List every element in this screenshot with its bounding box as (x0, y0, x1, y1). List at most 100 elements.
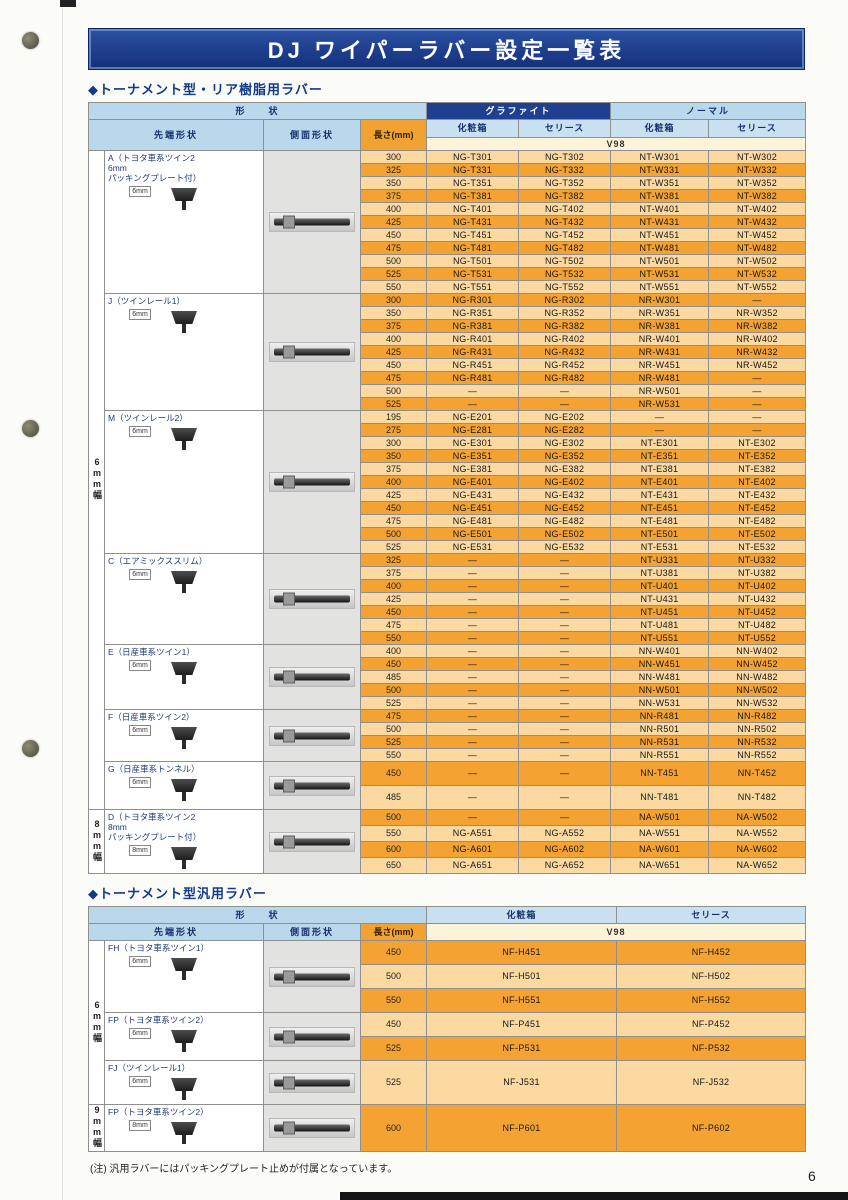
group-label: A（トヨタ車系ツイン2 6mm パッキングプレート付） (108, 153, 202, 183)
part-number-cell: NG-R432 (518, 345, 612, 359)
part-number-cell: NF-H552 (616, 988, 807, 1013)
part-number-cell: NT-E402 (708, 475, 807, 489)
table-row: 350 NG-E351 NG-E352 NT-E351 NT-E352 (89, 449, 807, 463)
header-row-1: 形 状 化粧箱 セリース (87, 906, 807, 924)
part-number-cell: NG-T401 (426, 202, 520, 216)
length-cell: 550 (359, 988, 428, 1013)
part-number-cell: NG-T302 (518, 150, 612, 164)
length-cell: 550 (359, 280, 428, 294)
part-number-cell: — (426, 657, 520, 671)
part-number-cell: NG-T332 (518, 163, 612, 177)
size-tag: 6mm (129, 426, 151, 437)
group-label: G（日産車系トンネル） (108, 764, 200, 774)
length-cell: 475 (359, 514, 428, 528)
side-shape-cell (263, 1012, 361, 1061)
part-number-cell: NG-E351 (426, 449, 520, 463)
table-row: 550 NF-H551 NF-H552 (89, 988, 807, 1013)
length-cell: 400 (359, 579, 428, 593)
side-shape-illustration (269, 775, 355, 796)
rubber-stem-icon (182, 740, 186, 749)
header-side-shape: 側面形状 (263, 119, 361, 151)
part-number-cell: — (518, 384, 612, 398)
rubber-tip-icon (171, 311, 197, 324)
rubber-profile-icon (274, 478, 350, 486)
part-number-cell: NT-U402 (708, 579, 807, 593)
length-cell: 525 (359, 696, 428, 710)
part-number-cell: NG-R401 (426, 332, 520, 346)
tip-shape-cell: G（日産車系トンネル） 6mm (104, 761, 264, 810)
part-number-cell: NT-U331 (610, 553, 710, 567)
part-number-cell: NT-W432 (708, 215, 807, 229)
part-number-cell: NG-A551 (426, 825, 520, 842)
tip-shape-illustration: 6mm (129, 777, 238, 803)
part-number-cell: NN-R531 (610, 735, 710, 749)
part-number-cell: NA-W501 (610, 809, 710, 826)
part-number-cell: NG-E201 (426, 410, 520, 424)
part-number-cell: NT-E381 (610, 462, 710, 476)
title-banner: DJ ワイパーラバー設定一覧表 (88, 28, 805, 70)
part-number-cell: NG-E501 (426, 527, 520, 541)
size-tag: 6mm (129, 569, 151, 580)
punch-hole (22, 740, 39, 757)
part-number-cell: NG-E452 (518, 501, 612, 515)
part-number-cell: NF-P451 (426, 1012, 618, 1037)
part-number-cell: — (426, 618, 520, 632)
rubber-stem-icon (182, 584, 186, 593)
part-number-cell: NN-T451 (610, 761, 710, 786)
paper-edge-line (62, 0, 63, 1200)
length-cell: 375 (359, 566, 428, 580)
part-number-cell: NG-A652 (518, 857, 612, 874)
table-row: G（日産車系トンネル） 6mm 450— — NN-T451 NN-T452 (89, 761, 807, 810)
rubber-tip-icon (171, 1030, 197, 1043)
length-cell: 400 (359, 644, 428, 658)
side-shape-cell (263, 410, 361, 554)
part-number-cell: — (426, 592, 520, 606)
part-number-cell: NN-W531 (610, 696, 710, 710)
rubber-clip-icon (283, 670, 296, 684)
scan-corner-mark (60, 0, 76, 7)
header-graphite: グラファイト (426, 102, 612, 120)
tip-shape-cell: FP（トヨタ車系ツイン2） 8mm (104, 1104, 264, 1152)
part-number-cell: — (518, 644, 612, 658)
rear-resin-rubber-table: 形 状 グラファイト ノーマル 先端形状 側面形状 長さ(mm) 化粧箱 セリー… (87, 102, 807, 874)
part-number-cell: NT-E451 (610, 501, 710, 515)
part-number-cell: NR-W531 (610, 397, 710, 411)
length-cell: 350 (359, 449, 428, 463)
table-row: 375 NG-R381 NG-R382 NR-W381 NR-W382 (89, 319, 807, 333)
length-cell: 500 (359, 809, 428, 826)
part-number-cell: NN-W401 (610, 644, 710, 658)
part-number-cell: NG-T501 (426, 254, 520, 268)
part-number-cell: NN-R501 (610, 722, 710, 736)
length-cell: 425 (359, 488, 428, 502)
part-number-cell: — (426, 809, 520, 826)
width-group-cell: 9mm幅 (88, 1104, 105, 1152)
length-cell: 350 (359, 176, 428, 190)
part-number-cell: NG-A602 (518, 841, 612, 858)
header-length: 長さ(mm) (359, 119, 428, 151)
rubber-tip-icon (171, 571, 197, 584)
table-row: 475— — NT-U481 NT-U482 (89, 618, 807, 632)
table-row: 375 NG-E381 NG-E382 NT-E381 NT-E382 (89, 462, 807, 476)
length-cell: 500 (359, 964, 428, 989)
part-number-cell: — (426, 670, 520, 684)
size-tag: 6mm (129, 1028, 151, 1039)
part-number-cell: NF-P452 (616, 1012, 807, 1037)
table-row: 450— — NT-U451 NT-U452 (89, 605, 807, 619)
part-number-cell: NT-E431 (610, 488, 710, 502)
length-cell: 500 (359, 722, 428, 736)
table-row: 600 NG-A601 NG-A602 NA-W601 NA-W602 (89, 841, 807, 858)
length-cell: 325 (359, 163, 428, 177)
rubber-stem-icon (182, 1135, 186, 1144)
table-row: 475 NG-R481 NG-R482 NR-W481— (89, 371, 807, 385)
size-tag: 6mm (129, 660, 151, 671)
part-number-cell: — (426, 785, 520, 810)
tip-shape-illustration: 8mm (129, 845, 238, 871)
part-number-cell: NR-W501 (610, 384, 710, 398)
length-cell: 485 (359, 785, 428, 810)
length-cell: 400 (359, 475, 428, 489)
part-number-cell: NG-E531 (426, 540, 520, 554)
part-number-cell: NT-U551 (610, 631, 710, 645)
size-tag: 6mm (129, 309, 151, 320)
rubber-tip-icon (171, 727, 197, 740)
length-cell: 650 (359, 857, 428, 874)
